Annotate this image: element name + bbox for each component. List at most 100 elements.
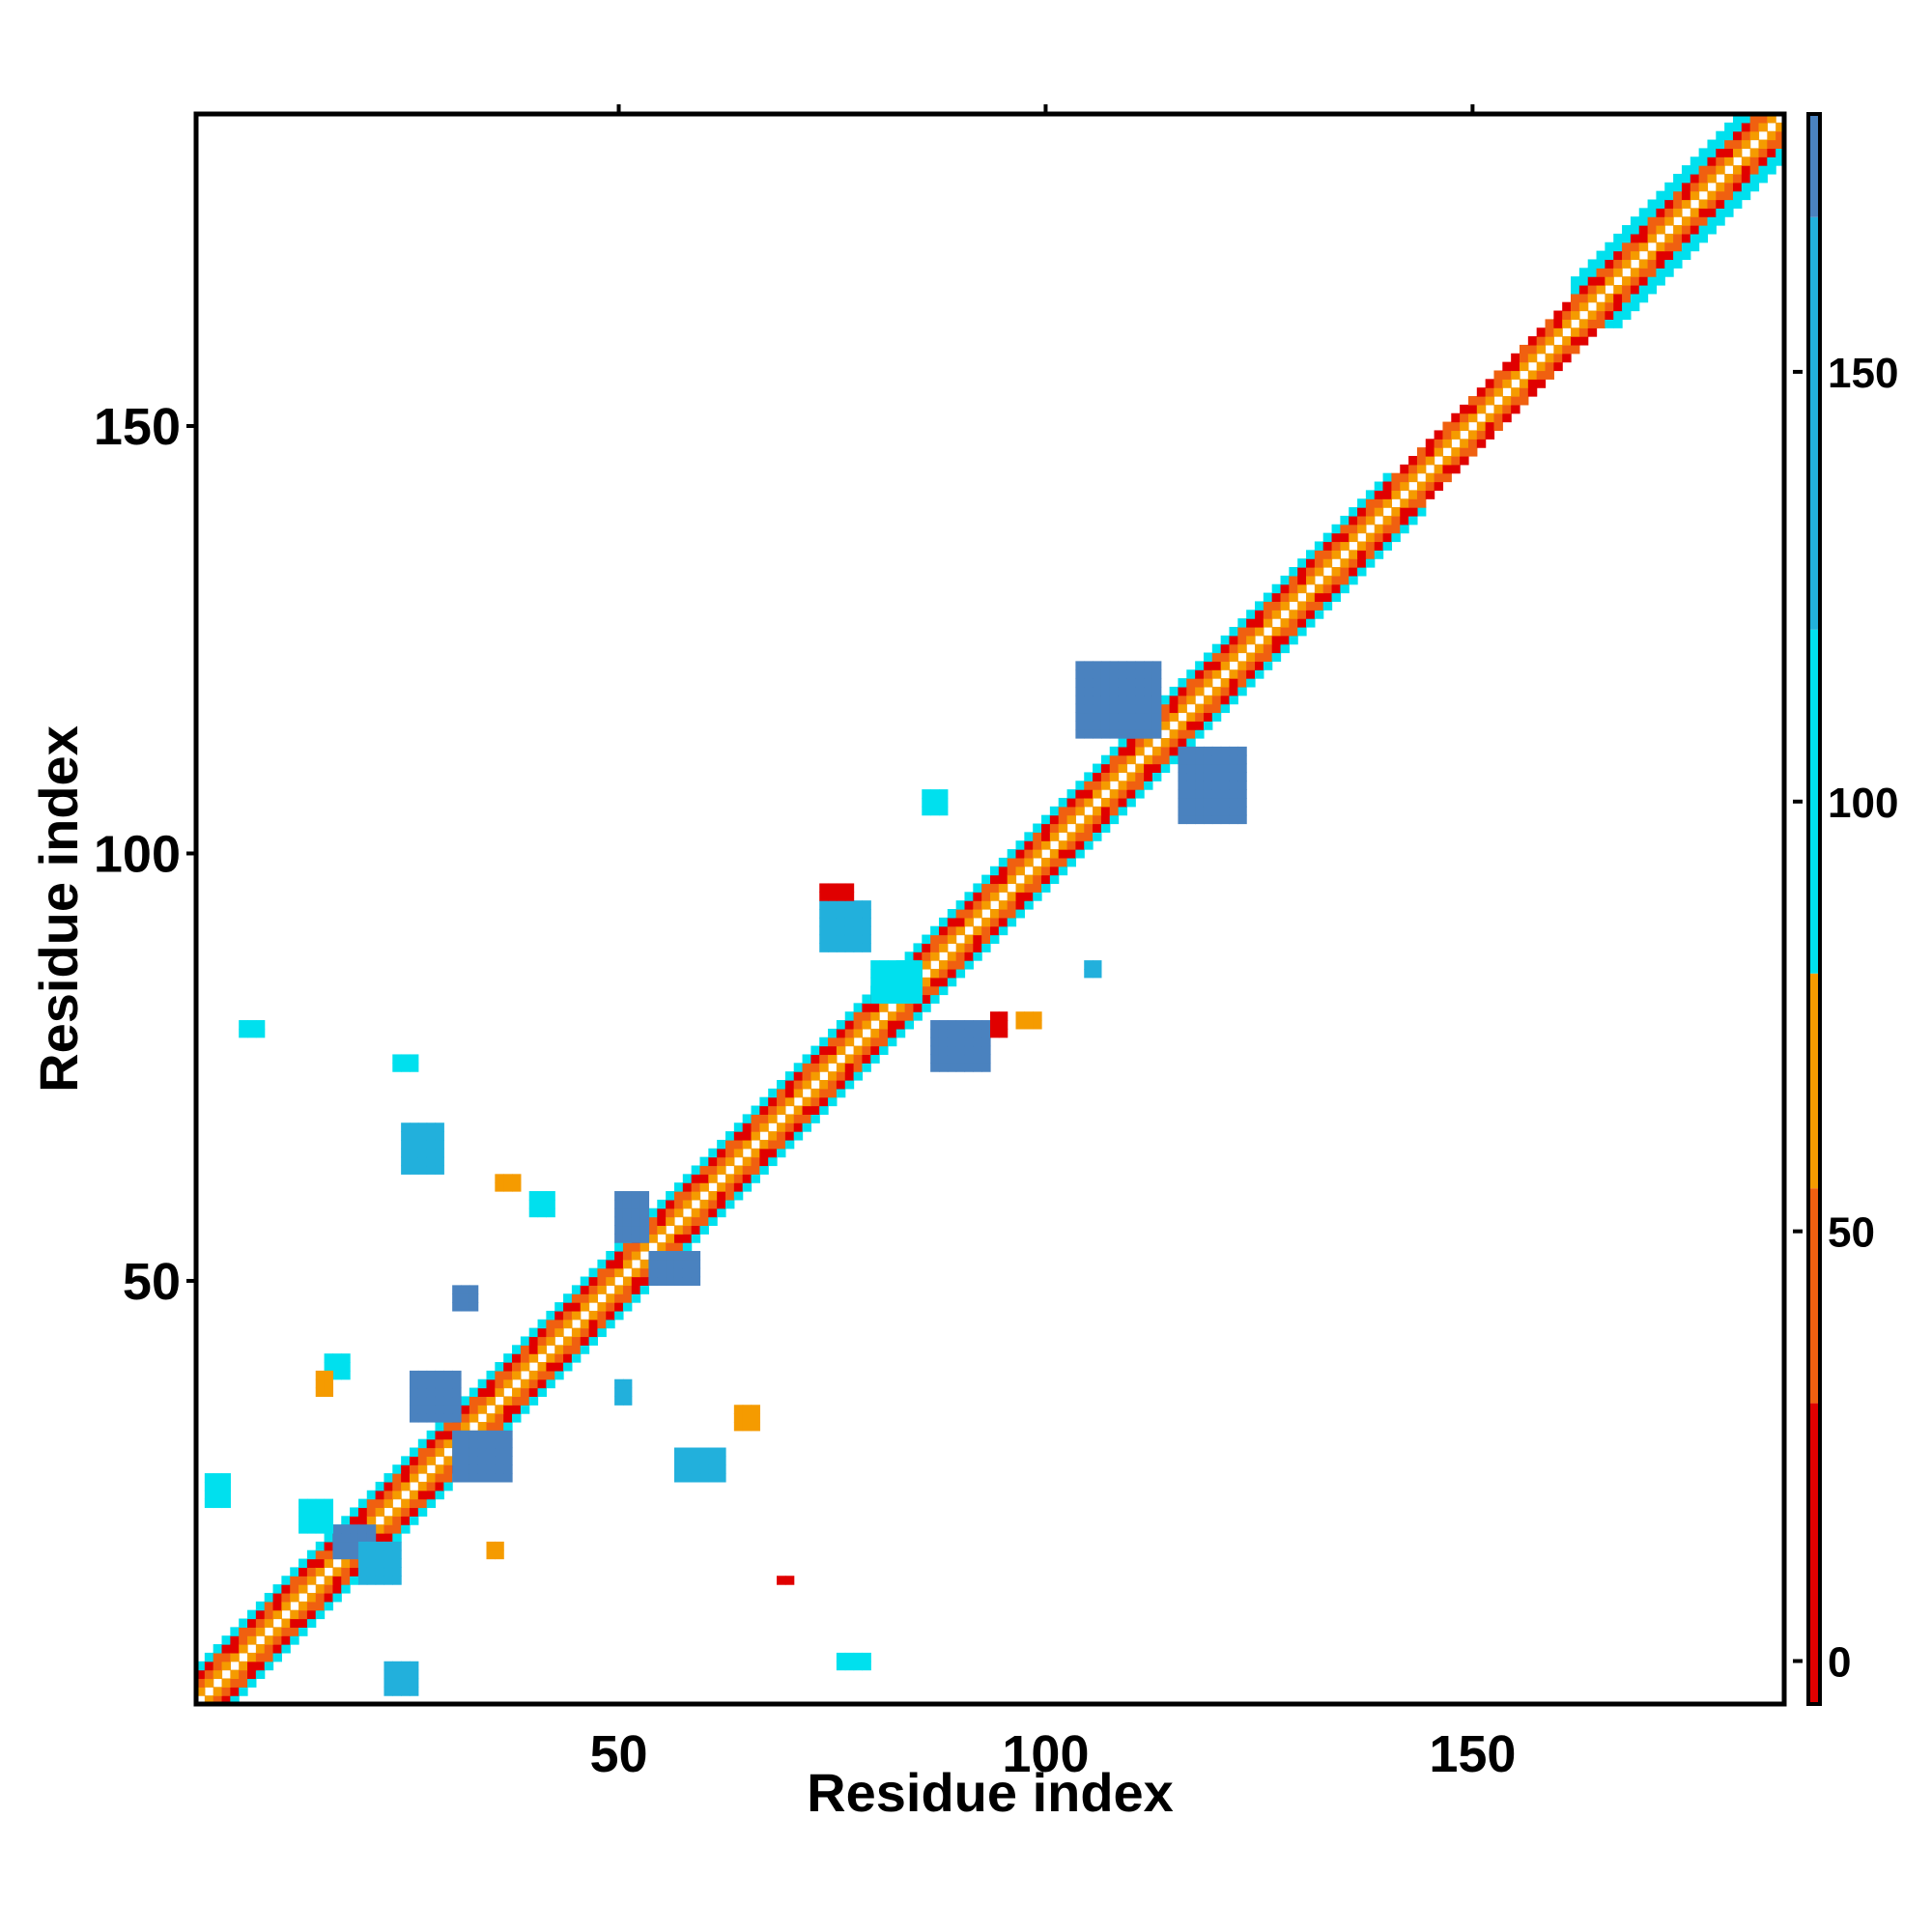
heatmap-cell bbox=[1630, 250, 1640, 261]
heatmap-cell bbox=[1144, 763, 1153, 774]
heatmap-cell bbox=[1502, 370, 1512, 380]
heatmap-cell bbox=[699, 1174, 709, 1183]
heatmap-cell bbox=[973, 952, 982, 961]
heatmap-cell bbox=[1690, 173, 1700, 184]
heatmap-cell bbox=[1271, 643, 1282, 654]
heatmap-cell bbox=[819, 900, 829, 910]
heatmap-cell bbox=[1306, 610, 1316, 619]
heatmap-cell bbox=[1732, 122, 1743, 132]
heatmap-cell bbox=[272, 1635, 282, 1645]
heatmap-cell bbox=[1186, 669, 1196, 679]
heatmap-cell bbox=[904, 977, 915, 987]
heatmap-cell bbox=[1144, 669, 1153, 679]
heatmap-cell bbox=[1690, 190, 1700, 201]
heatmap-cell bbox=[281, 1601, 291, 1611]
heatmap-cell bbox=[503, 1456, 513, 1465]
heatmap-cell bbox=[1289, 635, 1298, 645]
heatmap-cell bbox=[392, 1516, 402, 1525]
heatmap-cell bbox=[1186, 797, 1196, 808]
heatmap-cell bbox=[247, 1028, 257, 1038]
heatmap-cell bbox=[853, 909, 864, 919]
heatmap-cell bbox=[1093, 814, 1102, 825]
heatmap-cell bbox=[435, 1405, 444, 1414]
heatmap-cell bbox=[1066, 806, 1076, 816]
heatmap-cell bbox=[862, 925, 871, 936]
heatmap-cell bbox=[682, 1225, 693, 1235]
heatmap-cell bbox=[930, 925, 940, 936]
heatmap-cell bbox=[1732, 139, 1743, 149]
heatmap-cell bbox=[768, 1088, 778, 1098]
heatmap-cell bbox=[998, 900, 1009, 910]
heatmap-cell bbox=[503, 1405, 513, 1414]
heatmap-cell bbox=[571, 1285, 582, 1294]
heatmap-cell bbox=[528, 1345, 539, 1354]
heatmap-cell bbox=[469, 1387, 479, 1398]
heatmap-cell bbox=[1741, 122, 1751, 132]
heatmap-cell bbox=[1716, 216, 1725, 226]
heatmap-cell bbox=[409, 1063, 419, 1072]
heatmap-cell bbox=[324, 1576, 334, 1585]
heatmap-cell bbox=[699, 1447, 709, 1457]
heatmap-cell bbox=[930, 985, 940, 996]
heatmap-cell bbox=[1416, 464, 1427, 474]
heatmap-cell bbox=[1015, 892, 1025, 901]
heatmap-cell bbox=[1520, 379, 1529, 388]
heatmap-cell bbox=[1203, 712, 1213, 722]
heatmap-cell bbox=[1596, 250, 1605, 261]
heatmap-cell bbox=[844, 892, 855, 901]
heatmap-cell bbox=[546, 1327, 555, 1338]
heatmap-cell bbox=[964, 943, 974, 952]
heatmap-cell bbox=[1690, 233, 1700, 243]
heatmap-cell bbox=[1109, 686, 1120, 696]
heatmap-cell bbox=[614, 1242, 624, 1252]
heatmap-cell bbox=[1220, 789, 1231, 799]
heatmap-cell bbox=[1553, 361, 1563, 372]
heatmap-cell bbox=[699, 1156, 709, 1167]
heatmap-cell bbox=[588, 1310, 599, 1321]
heatmap-cell bbox=[853, 1063, 864, 1072]
heatmap-cell bbox=[1365, 498, 1376, 508]
heatmap-cell bbox=[239, 1618, 248, 1628]
heatmap-cell bbox=[426, 1396, 437, 1406]
heatmap-cell bbox=[1015, 883, 1025, 893]
heatmap-cell bbox=[1622, 310, 1632, 320]
heatmap-cell bbox=[571, 1310, 582, 1321]
heatmap-cell bbox=[580, 1327, 590, 1338]
heatmap-cell bbox=[1237, 797, 1247, 808]
heatmap-cell bbox=[443, 1396, 453, 1406]
heatmap-cell bbox=[571, 1345, 582, 1354]
heatmap-cell bbox=[1084, 781, 1094, 790]
heatmap-cell bbox=[546, 1370, 555, 1380]
heatmap-cell bbox=[938, 1054, 949, 1064]
heatmap-cell bbox=[981, 1054, 991, 1064]
heatmap-cell bbox=[1434, 430, 1444, 440]
heatmap-cell bbox=[357, 1498, 368, 1509]
heatmap-cell bbox=[682, 1456, 693, 1465]
heatmap-cell bbox=[1493, 404, 1503, 414]
heatmap-cell bbox=[1109, 789, 1120, 799]
heatmap-cell bbox=[1100, 781, 1111, 790]
heatmap-cell bbox=[332, 1541, 342, 1551]
heatmap-cell bbox=[426, 1148, 437, 1158]
heatmap-cell bbox=[546, 1310, 555, 1321]
heatmap-cell bbox=[597, 1285, 607, 1294]
heatmap-cell bbox=[973, 883, 982, 893]
heatmap-cell bbox=[341, 1541, 351, 1551]
heatmap-cell bbox=[1587, 327, 1598, 337]
heatmap-cell bbox=[1331, 583, 1341, 594]
heatmap-cell bbox=[1707, 225, 1717, 235]
heatmap-cell bbox=[503, 1430, 513, 1440]
heatmap-cell bbox=[563, 1345, 573, 1354]
heatmap-cell bbox=[1349, 532, 1358, 543]
heatmap-cell bbox=[477, 1421, 488, 1432]
heatmap-cell bbox=[973, 943, 982, 952]
heatmap-cell bbox=[1109, 797, 1120, 808]
heatmap-cell bbox=[895, 968, 906, 979]
heatmap-cell bbox=[443, 1370, 453, 1380]
heatmap-cell bbox=[1049, 823, 1060, 833]
heatmap-cell bbox=[904, 960, 915, 970]
heatmap-cell bbox=[733, 1148, 744, 1158]
x-tick-label: 150 bbox=[1429, 1725, 1516, 1783]
heatmap-cell bbox=[1314, 583, 1324, 594]
heatmap-cell bbox=[802, 1063, 811, 1072]
